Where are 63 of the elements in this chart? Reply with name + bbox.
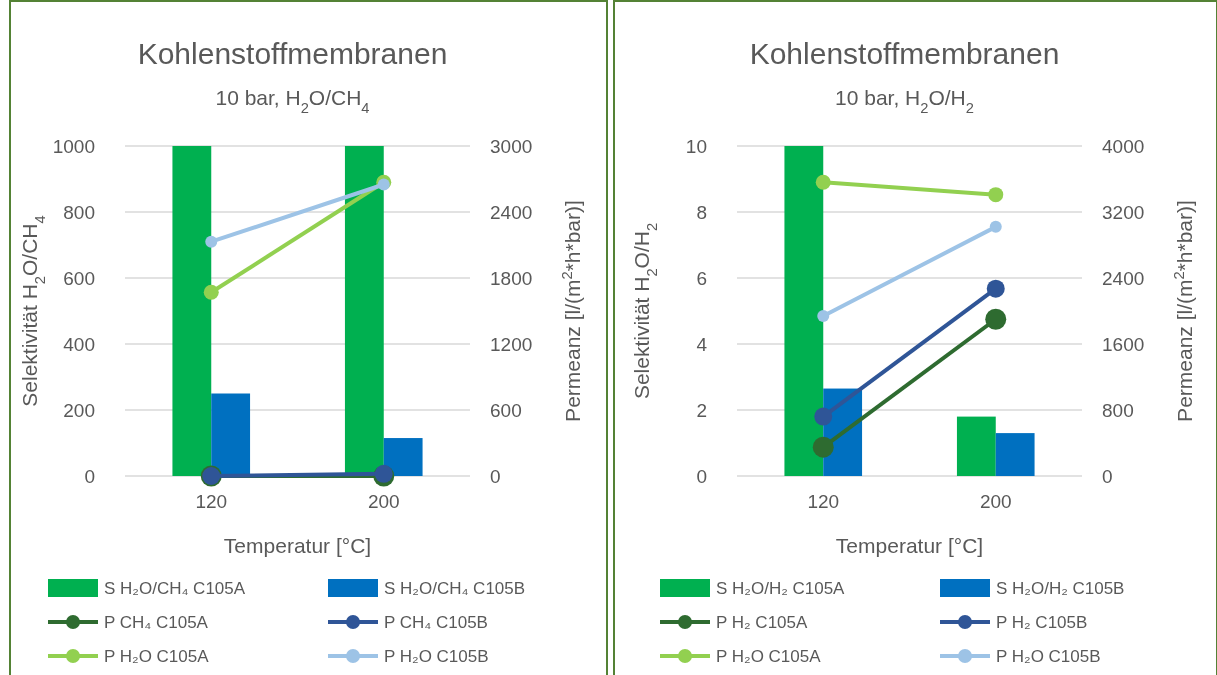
y-tick-label: 8 [696,202,707,223]
legend-label: P H₂ C105B [996,613,1088,632]
y2-tick-label: 1800 [490,268,533,289]
y-tick-label: 1000 [52,136,95,157]
chart-title: Kohlenstoffmembranen [749,37,1060,70]
y-tick-label: 10 [685,136,707,157]
y2-tick-label: 2400 [1102,268,1145,289]
x-tick-label: 120 [195,491,228,512]
y-tick-label: 400 [63,334,95,355]
bar [784,146,824,476]
point [817,309,830,322]
point [814,407,833,426]
bar [211,393,251,476]
x-tick-label: 120 [807,491,840,512]
bar [172,146,212,476]
y-tick-label: 600 [63,268,95,289]
legend-label: P CH₄ C105B [384,613,488,632]
legend-label: P H₂O C105B [384,647,489,666]
legend-label: S H₂O/CH₄ C105A [104,579,246,598]
point [815,174,831,190]
legend-label: P H₂O C105B [996,647,1101,666]
y-tick-label: 0 [696,466,707,487]
y2-tick-label: 0 [490,466,501,487]
x-tick-label: 200 [979,491,1012,512]
y-tick-label: 4 [696,334,708,355]
legend-label: P H₂ C105A [716,613,808,632]
legend-label: S H₂O/H₂ C105B [996,579,1125,598]
point [986,279,1005,298]
chart-subtitle: 10 bar, H$_{2}$O/CH$_{4}$ [215,86,370,116]
y-tick-label: 2 [696,400,707,421]
legend-label: S H₂O/H₂ C105A [716,579,846,598]
x-axis-title: Temperatur [°C] [223,534,372,557]
point [377,178,390,191]
point [989,220,1002,233]
bar [956,416,996,476]
y2-tick-label: 800 [1102,400,1134,421]
point [812,436,834,458]
y-tick-label: 6 [696,268,707,289]
bar [383,438,423,476]
point [988,187,1004,203]
y-tick-label: 0 [84,466,95,487]
legend-label: P H₂O C105A [716,647,822,666]
y2-tick-label: 3200 [1102,202,1145,223]
legend-label: S H₂O/CH₄ C105B [384,579,526,598]
y2-tick-label: 1600 [1102,334,1145,355]
y2-tick-label: 0 [1102,466,1113,487]
point [985,308,1007,330]
y2-tick-label: 3000 [490,136,533,157]
bar [995,433,1035,476]
y2-tick-label: 600 [490,400,522,421]
legend-label: P CH₄ C105A [104,613,209,632]
point [205,235,218,248]
chart-title: Kohlenstoffmembranen [137,37,448,70]
x-axis-title: Temperatur [°C] [835,534,984,557]
y-tick-label: 800 [63,202,95,223]
x-tick-label: 200 [367,491,400,512]
y-tick-label: 200 [63,400,95,421]
y2-tick-label: 1200 [490,334,533,355]
chart-subtitle: 10 bar, H$_{2}$O/H$_{2}$ [835,86,974,116]
point [203,284,219,300]
y2-tick-label: 2400 [490,202,533,223]
y2-tick-label: 4000 [1102,136,1145,157]
legend-label: P H₂O C105A [104,647,210,666]
